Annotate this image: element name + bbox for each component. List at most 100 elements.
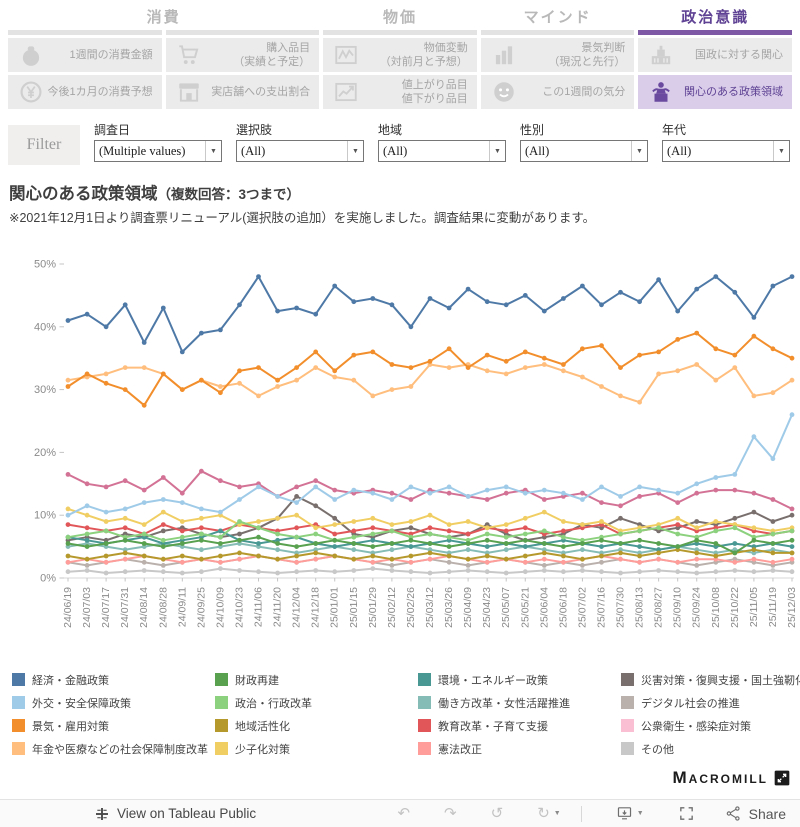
data-point[interactable] [789, 355, 795, 361]
data-point[interactable] [599, 302, 604, 308]
data-point[interactable] [618, 393, 623, 399]
data-point[interactable] [294, 534, 299, 540]
data-point[interactable] [446, 559, 452, 565]
legend-item-11[interactable]: 教育改革・子育て支援 [418, 714, 621, 737]
data-point[interactable] [370, 553, 376, 559]
tile-yen-coin[interactable]: 今後1カ月の消費予想 [8, 75, 162, 109]
legend-item-7[interactable]: 地域活性化 [215, 714, 418, 737]
data-point[interactable] [294, 544, 299, 549]
data-point[interactable] [580, 374, 585, 380]
data-point[interactable] [770, 390, 776, 396]
data-point[interactable] [465, 519, 471, 524]
data-point[interactable] [275, 531, 280, 537]
legend-item-1[interactable]: 経済・金融政策 [12, 668, 215, 691]
data-point[interactable] [294, 377, 299, 383]
data-point[interactable] [675, 515, 681, 521]
data-point[interactable] [313, 503, 319, 509]
data-point[interactable] [580, 490, 585, 496]
data-point[interactable] [389, 563, 395, 568]
refresh-icon[interactable]: ↻ [537, 805, 550, 822]
data-point[interactable] [275, 494, 280, 499]
data-point[interactable] [313, 478, 319, 484]
data-point[interactable] [408, 569, 414, 575]
data-point[interactable] [561, 368, 566, 374]
filter-dropdown-5[interactable]: (All) ▼ [662, 140, 790, 162]
tab-3[interactable]: マインド [523, 8, 592, 26]
data-point[interactable] [218, 327, 223, 333]
data-point[interactable] [351, 487, 357, 493]
data-point[interactable] [332, 497, 338, 502]
data-point[interactable] [637, 553, 642, 559]
data-point[interactable] [275, 515, 280, 521]
data-point[interactable] [732, 365, 738, 370]
data-point[interactable] [541, 568, 547, 573]
data-point[interactable] [465, 494, 471, 499]
data-point[interactable] [522, 490, 528, 496]
data-point[interactable] [599, 343, 604, 348]
data-point[interactable] [503, 528, 509, 534]
data-point[interactable] [789, 550, 795, 556]
data-point[interactable] [103, 371, 109, 377]
data-point[interactable] [351, 547, 357, 553]
data-point[interactable] [351, 519, 357, 524]
data-point[interactable] [732, 472, 738, 477]
data-point[interactable] [561, 559, 566, 565]
data-point[interactable] [694, 490, 700, 496]
device-preview-caret[interactable]: ▼ [553, 810, 561, 817]
data-point[interactable] [789, 556, 795, 562]
data-point[interactable] [694, 519, 700, 524]
data-point[interactable] [446, 534, 452, 540]
data-point[interactable] [294, 512, 299, 518]
data-point[interactable] [84, 531, 90, 537]
data-point[interactable] [199, 556, 204, 562]
data-point[interactable] [351, 541, 357, 546]
data-point[interactable] [675, 368, 681, 374]
filter-button[interactable]: Filter [8, 125, 80, 165]
data-point[interactable] [465, 568, 471, 573]
chevron-down-icon[interactable]: ▼ [489, 141, 505, 161]
data-point[interactable] [713, 274, 719, 279]
legend-item-12[interactable]: 憲法改正 [418, 737, 621, 760]
data-point[interactable] [84, 503, 90, 509]
data-point[interactable] [408, 497, 414, 502]
legend-item-5[interactable]: 財政再建 [215, 668, 418, 691]
data-point[interactable] [732, 550, 738, 556]
data-point[interactable] [694, 481, 700, 487]
data-point[interactable] [122, 365, 128, 370]
data-point[interactable] [332, 531, 338, 537]
data-point[interactable] [332, 487, 338, 493]
data-point[interactable] [313, 531, 319, 537]
data-point[interactable] [618, 365, 623, 370]
data-point[interactable] [713, 377, 719, 383]
data-point[interactable] [484, 299, 490, 305]
data-point[interactable] [141, 487, 147, 493]
data-point[interactable] [675, 569, 681, 575]
data-point[interactable] [389, 547, 395, 553]
data-point[interactable] [160, 497, 166, 502]
data-point[interactable] [675, 500, 681, 505]
data-point[interactable] [65, 569, 71, 575]
data-point[interactable] [389, 556, 395, 562]
data-point[interactable] [618, 503, 623, 509]
data-point[interactable] [103, 484, 109, 490]
data-point[interactable] [199, 377, 204, 383]
data-point[interactable] [160, 305, 166, 311]
data-point[interactable] [789, 528, 795, 534]
filter-dropdown-1[interactable]: (Multiple values) ▼ [94, 140, 222, 162]
data-point[interactable] [370, 559, 376, 565]
data-point[interactable] [160, 528, 166, 534]
data-point[interactable] [370, 296, 376, 301]
data-point[interactable] [256, 274, 261, 279]
data-point[interactable] [332, 553, 338, 559]
data-point[interactable] [618, 541, 623, 546]
data-point[interactable] [179, 349, 185, 355]
data-point[interactable] [370, 525, 376, 531]
data-point[interactable] [84, 371, 90, 377]
data-point[interactable] [713, 519, 719, 524]
download-caret[interactable]: ▼ [636, 810, 644, 817]
data-point[interactable] [522, 515, 528, 521]
data-point[interactable] [408, 519, 414, 524]
data-point[interactable] [199, 547, 204, 553]
data-point[interactable] [656, 277, 661, 283]
data-point[interactable] [275, 570, 280, 576]
